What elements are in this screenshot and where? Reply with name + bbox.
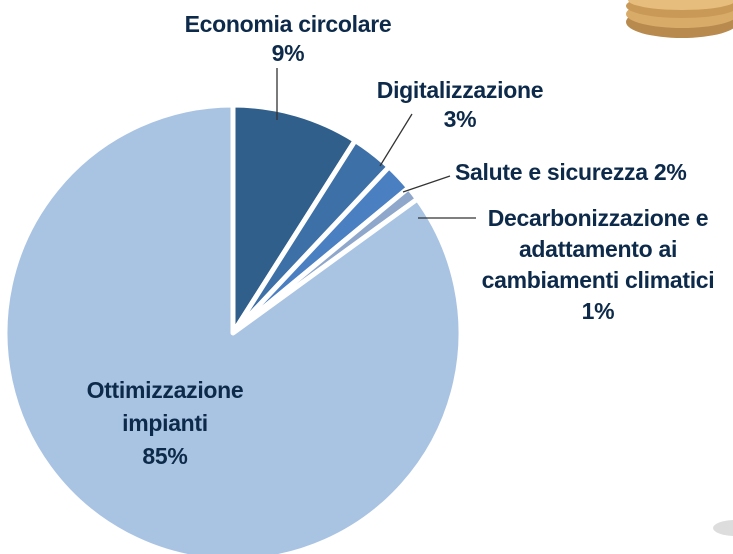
pie-slice <box>230 102 358 336</box>
slice-label: Ottimizzazione impianti 85% <box>86 377 244 469</box>
coins-decoration <box>626 0 733 536</box>
slice-label: Salute e sicurezza 2% <box>455 159 687 185</box>
leader-lines <box>276 68 476 219</box>
slice-label: Economia circolare 9% <box>184 11 392 66</box>
pie-slice <box>2 102 464 554</box>
slice-label: Decarbonizzazione e adattamento ai cambi… <box>481 205 715 324</box>
slice-label: Digitalizzazione 3% <box>376 77 544 132</box>
